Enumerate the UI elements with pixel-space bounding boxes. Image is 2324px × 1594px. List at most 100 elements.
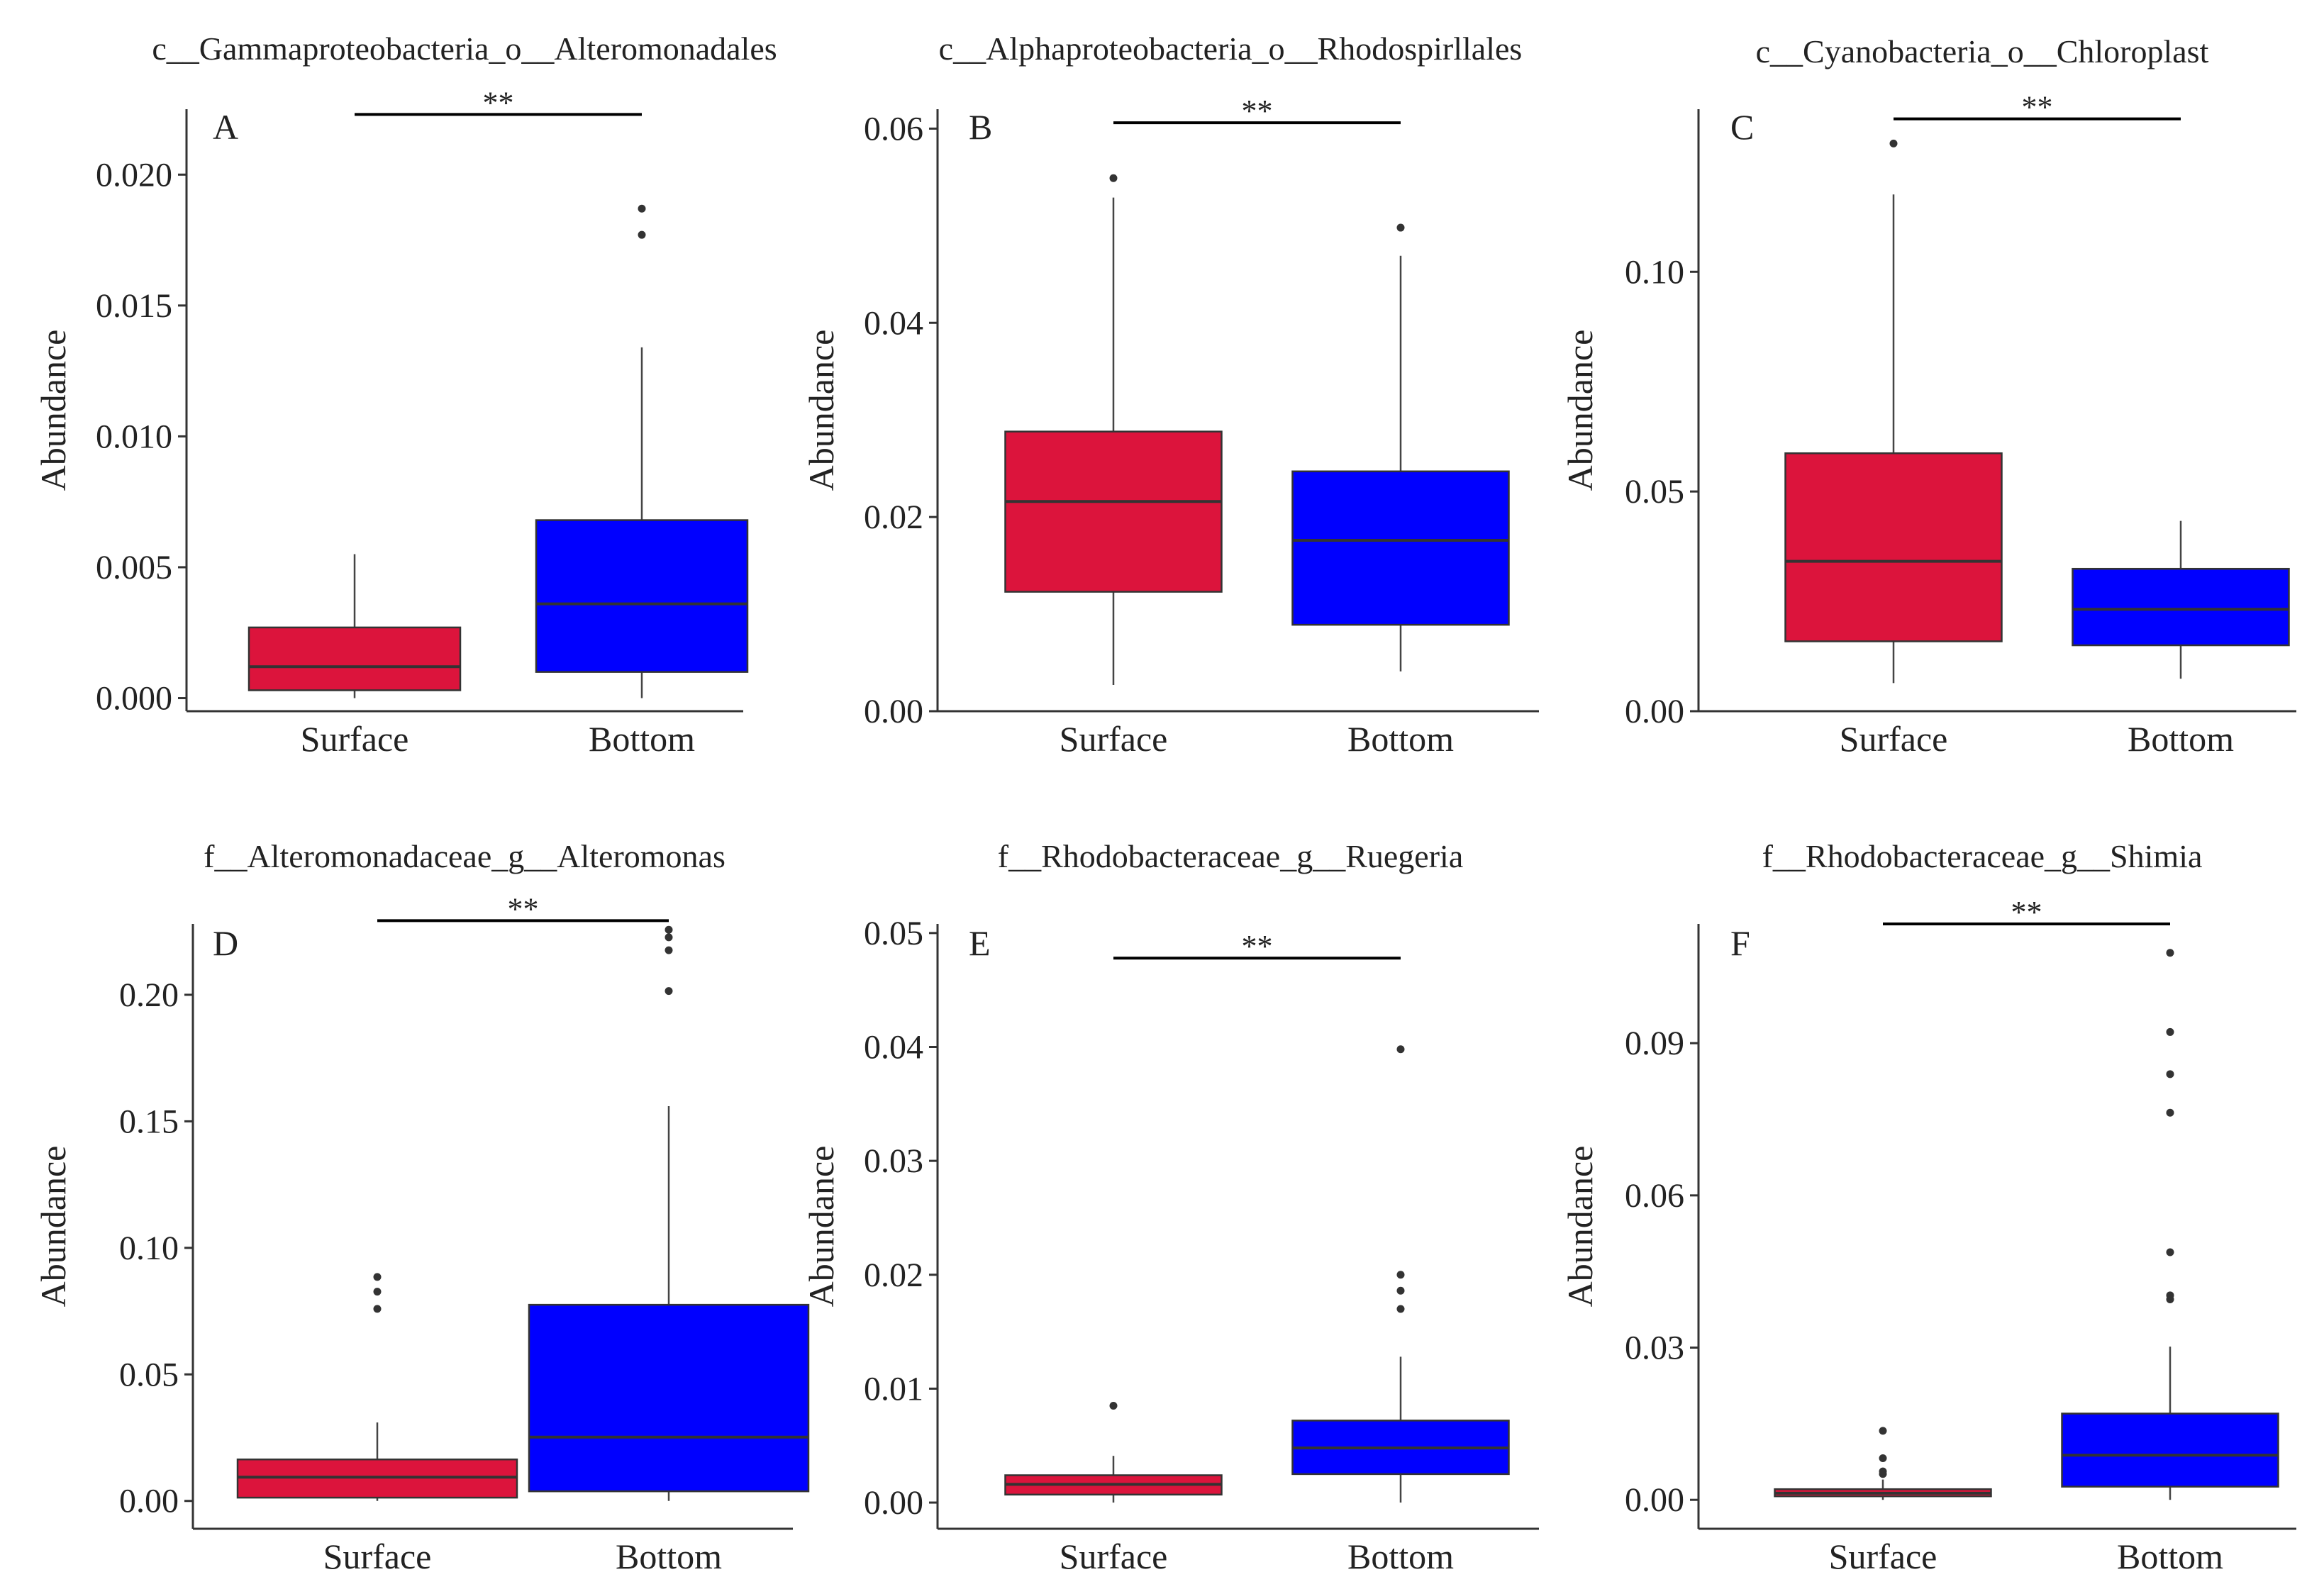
y-tick-label: 0.010 bbox=[96, 418, 172, 455]
box-body bbox=[2072, 567, 2290, 647]
y-tick-label: 0.00 bbox=[1625, 693, 1684, 730]
y-tick-label: 0.00 bbox=[864, 1484, 923, 1522]
box-body bbox=[1291, 470, 1510, 626]
outlier-point bbox=[1396, 1286, 1405, 1295]
panel-title: c__Cyanobacteria_o__Chloroplast bbox=[1756, 33, 2209, 69]
box-surface bbox=[248, 554, 462, 698]
box-surface bbox=[1004, 1402, 1223, 1503]
outlier-point bbox=[665, 946, 673, 954]
y-tick-label: 0.000 bbox=[96, 680, 172, 718]
box-body bbox=[1784, 452, 2003, 642]
outlier-point bbox=[665, 933, 673, 942]
box-body bbox=[1004, 430, 1223, 593]
significance-label: ** bbox=[2022, 90, 2053, 125]
outlier-point bbox=[2166, 1248, 2174, 1256]
y-tick-label: 0.00 bbox=[119, 1483, 179, 1520]
y-tick-label: 0.06 bbox=[864, 110, 923, 147]
y-tick-label: 0.01 bbox=[864, 1370, 923, 1408]
chart-panel-d: f__Alteromonadaceae_g__Alteromonas 0.00 0.… bbox=[33, 838, 810, 1576]
chart-panel-f: f__Rhodobacteraceae_g__Shimia 0.00 0.03 0.0… bbox=[1560, 838, 2296, 1576]
outlier-point bbox=[373, 1273, 382, 1281]
y-tick-label: 0.20 bbox=[119, 976, 179, 1014]
outlier-point bbox=[665, 925, 673, 934]
outlier-point bbox=[2166, 1291, 2174, 1300]
outlier-point bbox=[2166, 1027, 2174, 1036]
outlier-point bbox=[1396, 1271, 1405, 1279]
x-category-label: Bottom bbox=[1347, 719, 1454, 759]
panel-title: f__Alteromonadaceae_g__Alteromonas bbox=[204, 838, 725, 874]
y-axis-title: Abundance bbox=[33, 1146, 73, 1308]
box-bottom bbox=[535, 204, 749, 698]
box-body bbox=[528, 1303, 810, 1493]
significance-label: ** bbox=[1242, 929, 1273, 964]
x-category-label: Surface bbox=[301, 719, 409, 759]
y-tick-label: 0.05 bbox=[119, 1356, 179, 1393]
box-surface bbox=[236, 1273, 518, 1501]
significance-label: ** bbox=[1242, 94, 1273, 128]
box-surface bbox=[1774, 1427, 1992, 1500]
y-tick-label: 0.020 bbox=[96, 156, 172, 194]
outlier-point bbox=[638, 230, 646, 239]
y-axis-title: Abundance bbox=[801, 330, 841, 491]
y-tick-label: 0.04 bbox=[864, 304, 923, 342]
box-bottom bbox=[2061, 949, 2279, 1500]
x-category-label: Surface bbox=[1829, 1537, 1937, 1576]
significance-label: ** bbox=[508, 891, 539, 926]
x-category-label: Surface bbox=[323, 1537, 432, 1576]
significance-label: ** bbox=[2011, 895, 2042, 930]
outlier-point bbox=[1109, 1402, 1118, 1410]
chart-panel-c: c__Cyanobacteria_o__Chloroplast 0.00 0.05 0… bbox=[1560, 33, 2296, 759]
outlier-point bbox=[1109, 174, 1118, 182]
box-bottom bbox=[528, 925, 810, 1501]
y-axis-title: Abundance bbox=[1560, 1146, 1600, 1308]
y-tick-label: 0.03 bbox=[864, 1142, 923, 1180]
y-tick-label: 0.04 bbox=[864, 1028, 923, 1066]
y-tick-label: 0.05 bbox=[1625, 473, 1684, 511]
panel-letter: C bbox=[1730, 107, 1754, 147]
significance-label: ** bbox=[483, 85, 514, 120]
box-surface bbox=[1004, 174, 1223, 686]
y-tick-label: 0.02 bbox=[864, 1256, 923, 1294]
y-tick-label: 0.02 bbox=[864, 498, 923, 536]
outlier-point bbox=[373, 1288, 382, 1296]
x-category-label: Bottom bbox=[1347, 1537, 1454, 1576]
panel-letter: D bbox=[213, 923, 238, 963]
panel-letter: F bbox=[1730, 923, 1750, 963]
y-tick-label: 0.005 bbox=[96, 549, 172, 586]
outlier-point bbox=[1396, 223, 1405, 232]
box-bottom bbox=[1291, 1045, 1510, 1503]
chart-panel-a: c__Gammaproteobacteria_o__Alteromonadale… bbox=[33, 30, 777, 759]
panel-letter: B bbox=[969, 107, 992, 147]
y-axis-title: Abundance bbox=[33, 330, 73, 491]
outlier-point bbox=[665, 987, 673, 996]
box-body bbox=[248, 626, 462, 691]
x-category-label: Bottom bbox=[2128, 719, 2234, 759]
box-surface bbox=[1784, 139, 2003, 684]
panel-letter: E bbox=[969, 923, 991, 963]
y-tick-label: 0.00 bbox=[1625, 1481, 1684, 1519]
box-body bbox=[2061, 1412, 2279, 1488]
panel-title: c__Gammaproteobacteria_o__Alteromonadale… bbox=[152, 30, 777, 67]
outlier-point bbox=[1396, 1045, 1405, 1054]
outlier-point bbox=[638, 204, 646, 213]
y-tick-label: 0.05 bbox=[864, 915, 923, 952]
y-tick-label: 0.00 bbox=[864, 693, 923, 730]
y-tick-label: 0.015 bbox=[96, 287, 172, 325]
outlier-point bbox=[1396, 1305, 1405, 1313]
box-body bbox=[535, 519, 749, 673]
outlier-point bbox=[1879, 1467, 1887, 1476]
chart-panel-b: c__Alphaproteobacteria_o__Rhodospirllale… bbox=[801, 30, 1539, 759]
y-tick-label: 0.03 bbox=[1625, 1330, 1684, 1367]
outlier-point bbox=[2166, 1108, 2174, 1117]
panel-title: f__Rhodobacteraceae_g__Ruegeria bbox=[998, 838, 1463, 874]
outlier-point bbox=[373, 1305, 382, 1313]
panel-title: f__Rhodobacteraceae_g__Shimia bbox=[1762, 838, 2203, 874]
outlier-point bbox=[1889, 139, 1898, 147]
y-tick-label: 0.10 bbox=[119, 1230, 179, 1267]
x-category-label: Bottom bbox=[2117, 1537, 2223, 1576]
outlier-point bbox=[2166, 949, 2174, 957]
x-category-label: Bottom bbox=[589, 719, 695, 759]
x-category-label: Surface bbox=[1060, 719, 1168, 759]
y-tick-label: 0.15 bbox=[119, 1103, 179, 1140]
x-category-label: Surface bbox=[1060, 1537, 1168, 1576]
